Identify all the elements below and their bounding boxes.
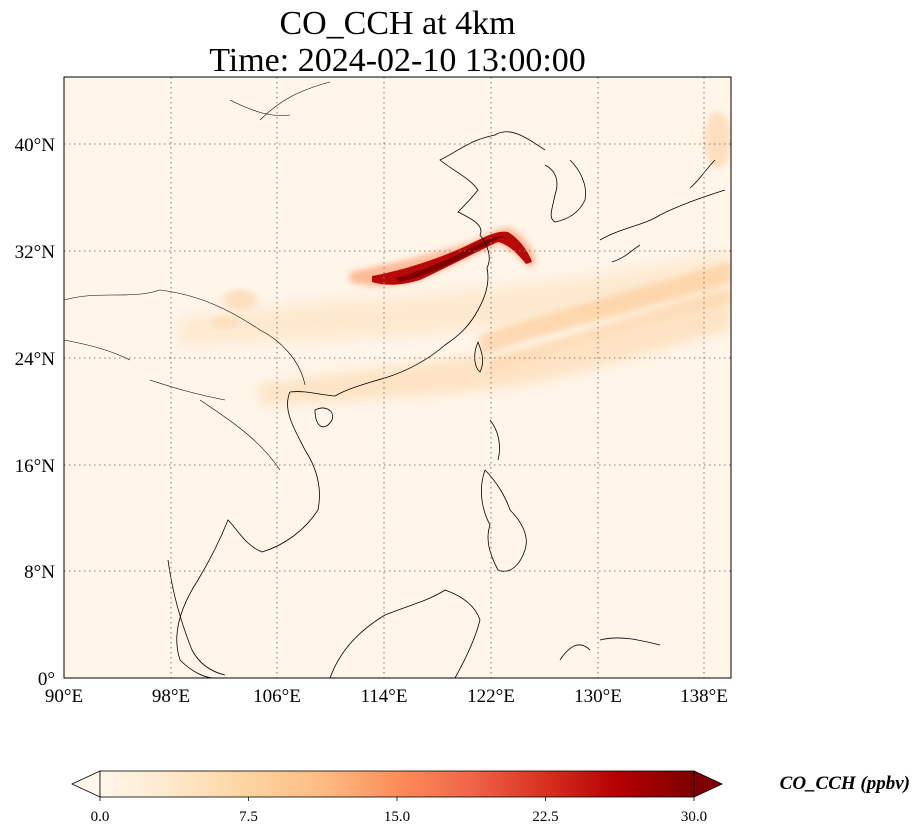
colorbar-gradient [99, 770, 695, 798]
coastline-hainan [314, 407, 333, 428]
lon-tick-label: 98°E [152, 686, 190, 707]
title-line-variable: CO_CCH at 4km [279, 5, 516, 42]
coastline-taiwan [474, 340, 484, 373]
patch-northeast [704, 112, 731, 168]
lat-tick-label: 16°N [15, 456, 56, 477]
colorbar-extend-min [71, 770, 101, 798]
lat-tick-label: 24°N [15, 349, 56, 370]
lon-tick-label: 106°E [253, 686, 301, 707]
coastline-borneo [329, 589, 481, 678]
patch-west [222, 290, 258, 310]
lat-tick-label: 8°N [24, 562, 55, 583]
colorbar-tick-label: 0.0 [91, 809, 110, 825]
coastline-china [289, 131, 546, 397]
coastlines [64, 81, 726, 678]
coastline-philippines [480, 469, 527, 572]
map-frame [63, 76, 732, 679]
plume-center [395, 236, 504, 282]
title-line-time: Time: 2024-02-10 13:00:00 [209, 42, 586, 79]
patch-west-2 [211, 316, 239, 328]
lon-tick-label: 138°E [680, 686, 728, 707]
faint-plume-south [260, 290, 731, 405]
lon-tick-label: 114°E [361, 686, 408, 707]
border-inland [64, 81, 331, 471]
east-pacific-band-2 [490, 290, 731, 372]
lat-tick-label: 40°N [15, 135, 56, 156]
coastline-japan [599, 159, 726, 263]
colorbar-tick-label: 22.5 [532, 809, 558, 825]
east-pacific-band [480, 262, 731, 355]
lon-tick-label: 90°E [45, 686, 83, 707]
lon-tick-label: 130°E [574, 686, 622, 707]
colorbar-tick-label: 15.0 [384, 809, 410, 825]
colorbar: 0.0 7.5 15.0 22.5 30.0 CO_CCH (ppbv) [71, 770, 910, 825]
lat-tick-label: 32°N [15, 242, 56, 263]
coastline-indonesia [559, 637, 661, 661]
colorbar-label: CO_CCH (ppbv) [780, 773, 910, 794]
concentration-field [180, 112, 731, 405]
coastline-malay [167, 559, 226, 676]
coastline-indochina [176, 391, 320, 678]
faint-plume-north [180, 250, 731, 345]
colorbar-tick-label: 30.0 [681, 809, 707, 825]
colorbar-tick-label: 7.5 [239, 809, 258, 825]
lat-tick-label: 0° [38, 669, 55, 690]
colorbar-extend-max [693, 770, 723, 798]
coastline-luzon [489, 419, 500, 461]
lon-tick-label: 122°E [467, 686, 515, 707]
coastline-korea [544, 159, 587, 223]
gridlines [64, 77, 731, 678]
